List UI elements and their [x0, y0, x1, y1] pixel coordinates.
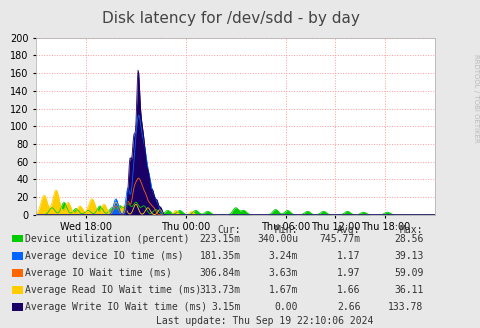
Text: Average IO Wait time (ms): Average IO Wait time (ms) — [25, 268, 172, 278]
Text: Average Read IO Wait time (ms): Average Read IO Wait time (ms) — [25, 285, 201, 295]
Text: 133.78: 133.78 — [387, 302, 422, 312]
Text: 745.77m: 745.77m — [319, 234, 360, 244]
Text: 1.17: 1.17 — [336, 251, 360, 261]
Text: 3.63m: 3.63m — [268, 268, 298, 278]
Text: Average device IO time (ms): Average device IO time (ms) — [25, 251, 184, 261]
Text: 1.66: 1.66 — [336, 285, 360, 295]
Text: 340.00u: 340.00u — [257, 234, 298, 244]
Text: Last update: Thu Sep 19 22:10:06 2024: Last update: Thu Sep 19 22:10:06 2024 — [156, 316, 372, 326]
Text: 2.66: 2.66 — [336, 302, 360, 312]
Text: Device utilization (percent): Device utilization (percent) — [25, 234, 190, 244]
Text: 36.11: 36.11 — [393, 285, 422, 295]
Text: 3.24m: 3.24m — [268, 251, 298, 261]
Text: Average Write IO Wait time (ms): Average Write IO Wait time (ms) — [25, 302, 207, 312]
Text: 59.09: 59.09 — [393, 268, 422, 278]
Text: RRDTOOL / TOBI OETIKER: RRDTOOL / TOBI OETIKER — [472, 54, 478, 143]
Text: Disk latency for /dev/sdd - by day: Disk latency for /dev/sdd - by day — [102, 11, 359, 27]
Text: 1.67m: 1.67m — [268, 285, 298, 295]
Text: 306.84m: 306.84m — [199, 268, 240, 278]
Text: 28.56: 28.56 — [393, 234, 422, 244]
Text: Max:: Max: — [399, 225, 422, 235]
Text: Cur:: Cur: — [216, 225, 240, 235]
Text: 181.35m: 181.35m — [199, 251, 240, 261]
Text: 0.00: 0.00 — [274, 302, 298, 312]
Text: Min:: Min: — [274, 225, 298, 235]
Text: 39.13: 39.13 — [393, 251, 422, 261]
Text: 1.97: 1.97 — [336, 268, 360, 278]
Text: 223.15m: 223.15m — [199, 234, 240, 244]
Text: 3.15m: 3.15m — [211, 302, 240, 312]
Text: Avg:: Avg: — [336, 225, 360, 235]
Text: 313.73m: 313.73m — [199, 285, 240, 295]
